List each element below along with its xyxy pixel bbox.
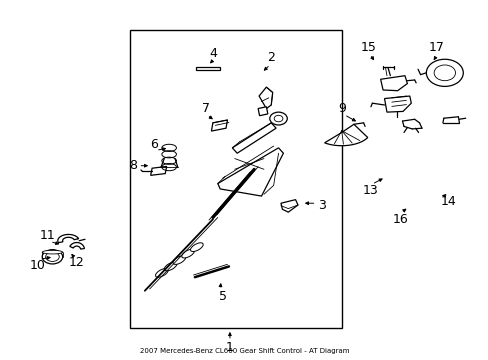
Ellipse shape	[42, 250, 62, 254]
Ellipse shape	[173, 256, 185, 264]
Polygon shape	[58, 234, 79, 243]
Text: 15: 15	[360, 41, 376, 54]
Polygon shape	[281, 200, 297, 212]
Text: 3: 3	[318, 198, 325, 212]
Polygon shape	[259, 87, 272, 109]
Text: 10: 10	[30, 259, 46, 272]
Text: 16: 16	[391, 213, 407, 226]
Text: 2007 Mercedes-Benz CL600 Gear Shift Control - AT Diagram: 2007 Mercedes-Benz CL600 Gear Shift Cont…	[140, 348, 348, 354]
Text: 5: 5	[218, 289, 226, 303]
Polygon shape	[384, 96, 410, 112]
Text: 8: 8	[128, 159, 136, 172]
Circle shape	[274, 115, 283, 122]
Polygon shape	[217, 148, 283, 196]
Polygon shape	[258, 107, 267, 116]
Text: 17: 17	[428, 41, 444, 54]
Text: 12: 12	[69, 256, 84, 269]
Polygon shape	[324, 124, 367, 146]
Text: 11: 11	[40, 229, 55, 242]
Ellipse shape	[190, 243, 203, 252]
Text: 2: 2	[267, 51, 275, 64]
Ellipse shape	[45, 252, 59, 261]
Polygon shape	[70, 243, 84, 249]
Ellipse shape	[42, 249, 62, 264]
Ellipse shape	[182, 249, 194, 258]
Text: 1: 1	[225, 341, 233, 354]
Ellipse shape	[164, 262, 177, 271]
Text: 4: 4	[208, 47, 216, 60]
Text: 9: 9	[337, 102, 345, 115]
Polygon shape	[232, 123, 276, 153]
Text: 6: 6	[150, 138, 158, 151]
Polygon shape	[196, 67, 220, 70]
Circle shape	[269, 112, 287, 125]
Polygon shape	[380, 76, 407, 91]
Circle shape	[433, 65, 455, 81]
Ellipse shape	[155, 269, 168, 277]
Text: 13: 13	[362, 184, 378, 197]
Text: 14: 14	[440, 195, 456, 208]
Bar	[130, 30, 341, 328]
Polygon shape	[211, 120, 227, 131]
Polygon shape	[150, 166, 166, 175]
Circle shape	[426, 59, 462, 86]
Text: 7: 7	[201, 102, 209, 115]
